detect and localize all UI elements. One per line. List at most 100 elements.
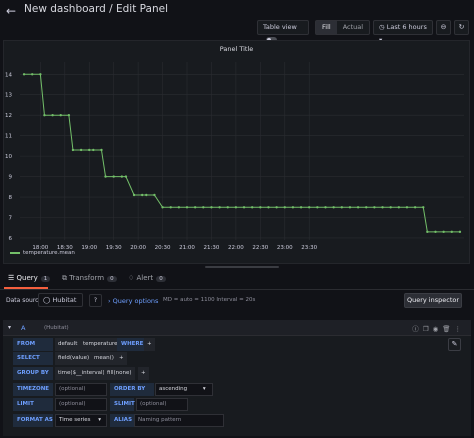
help-icon[interactable]: ⓘ xyxy=(412,325,423,333)
data-point xyxy=(202,206,205,209)
chart-legend[interactable]: temperature.mean xyxy=(10,250,75,256)
query-name[interactable]: A xyxy=(21,324,26,332)
data-point xyxy=(373,206,376,209)
groupby-fill[interactable]: fill(none) xyxy=(104,367,135,380)
x-tick-label: 20:00 xyxy=(130,245,146,251)
x-tick-label: 19:00 xyxy=(81,245,97,251)
panel-title: Panel Title xyxy=(219,45,254,53)
query-options-meta: MD = auto = 1100 Interval = 20s xyxy=(163,297,256,303)
data-point xyxy=(283,206,286,209)
back-arrow-icon[interactable]: ← xyxy=(6,4,17,18)
time-range-label: Last 6 hours xyxy=(386,23,427,31)
data-point xyxy=(161,206,164,209)
data-point xyxy=(104,175,107,178)
data-point xyxy=(169,206,172,209)
where-add-button[interactable]: + xyxy=(144,338,155,351)
x-tick-label: 23:30 xyxy=(301,245,317,251)
tab-transform[interactable]: ⧉ Transform 0 xyxy=(62,274,117,283)
data-point xyxy=(422,206,425,209)
groupby-add-button[interactable]: + xyxy=(138,367,149,380)
legend-series-label: temperature.mean xyxy=(23,250,75,256)
data-point xyxy=(275,206,278,209)
pencil-icon[interactable]: ✎ xyxy=(448,338,461,351)
data-point xyxy=(291,206,295,209)
data-point xyxy=(120,175,124,178)
table-view-label: Table view xyxy=(263,23,297,31)
data-point xyxy=(100,148,103,152)
x-tick-label: 20:30 xyxy=(155,245,171,251)
limit-keyword: LIMIT xyxy=(13,398,53,411)
help-icon[interactable]: ? xyxy=(89,294,102,307)
format-select[interactable]: Time series ▾ xyxy=(55,414,107,427)
fill-button[interactable]: Fill xyxy=(316,21,337,34)
data-point xyxy=(389,206,392,209)
data-point xyxy=(316,206,319,209)
y-tick-label: 7 xyxy=(9,215,13,221)
zoom-out-icon[interactable]: ⊖ xyxy=(436,20,451,35)
refresh-icon[interactable]: ↻ xyxy=(454,20,469,35)
select-add-button[interactable]: + xyxy=(116,352,127,365)
series-line xyxy=(24,73,460,233)
trash-icon[interactable]: 🗑 xyxy=(442,325,455,333)
y-tick-label: 12 xyxy=(5,113,12,119)
collapse-chevron-icon[interactable]: ▾ xyxy=(8,324,12,331)
slimit-input[interactable]: (optional) xyxy=(136,398,188,411)
datasource-label: Data source xyxy=(6,297,43,304)
data-point xyxy=(348,206,352,209)
y-tick-label: 14 xyxy=(5,72,12,78)
data-point xyxy=(250,206,254,209)
duplicate-icon[interactable]: ❐ xyxy=(422,325,433,333)
drag-handle-icon[interactable]: ⋮ xyxy=(454,325,465,333)
y-tick-label: 9 xyxy=(9,175,13,181)
datasource-value: Hubitat xyxy=(52,296,77,304)
legend-swatch xyxy=(10,251,20,254)
limit-input[interactable]: (optional) xyxy=(55,398,107,411)
data-point xyxy=(226,206,229,209)
format-keyword: FORMAT AS xyxy=(13,414,53,427)
datasource-picker[interactable]: ◯ Hubitat xyxy=(38,293,83,307)
x-tick-label: 19:30 xyxy=(106,245,122,251)
alias-input[interactable]: Naming pattern xyxy=(134,414,224,427)
query-options-button[interactable]: › Query options xyxy=(108,297,159,305)
data-point xyxy=(210,206,213,209)
data-point xyxy=(71,148,75,152)
data-point xyxy=(88,148,91,152)
tab-alert[interactable]: ♢ Alert 0 xyxy=(128,274,166,282)
y-tick-label: 13 xyxy=(5,93,12,99)
groupby-keyword: GROUP BY xyxy=(13,367,53,380)
tab-query[interactable]: ☰ Query 1 xyxy=(8,274,51,282)
timezone-input[interactable]: (optional) xyxy=(55,383,107,396)
orderby-keyword: ORDER BY TIME xyxy=(110,383,154,405)
data-point xyxy=(31,73,34,76)
orderby-select[interactable]: ascending ▾ xyxy=(155,383,213,396)
data-point xyxy=(450,230,453,234)
x-tick-label: 22:30 xyxy=(252,245,268,251)
data-point xyxy=(397,206,401,209)
query-inspector-button[interactable]: Query inspector xyxy=(404,293,462,308)
y-tick-label: 6 xyxy=(9,236,13,242)
from-measurement[interactable]: temperature xyxy=(80,338,121,351)
format-value: Time series xyxy=(59,417,91,423)
groupby-time[interactable]: time($__interval) xyxy=(55,367,108,380)
data-point xyxy=(112,175,115,178)
data-point xyxy=(356,206,360,209)
data-point xyxy=(413,206,417,209)
data-point xyxy=(59,113,62,117)
data-point xyxy=(267,206,270,209)
slimit-keyword: SLIMIT xyxy=(110,398,135,411)
query-row-header: ▾ A (Hubitat) ⓘ❐◉🗑⋮ xyxy=(3,320,471,336)
data-point xyxy=(153,193,156,197)
query-datasource: (Hubitat) xyxy=(44,325,69,331)
data-point xyxy=(340,206,343,209)
tab-alert-label: Alert xyxy=(136,274,154,282)
eye-icon[interactable]: ◉ xyxy=(432,325,443,333)
select-field[interactable]: field(value) xyxy=(55,352,93,365)
actual-button[interactable]: Actual xyxy=(342,23,364,31)
select-function[interactable]: mean() xyxy=(91,352,117,365)
data-point xyxy=(332,206,335,209)
tab-transform-label: Transform xyxy=(69,274,105,282)
data-point xyxy=(51,113,54,117)
panel-resize-handle[interactable] xyxy=(205,266,279,268)
from-policy[interactable]: default xyxy=(55,338,81,351)
data-point xyxy=(145,193,148,197)
